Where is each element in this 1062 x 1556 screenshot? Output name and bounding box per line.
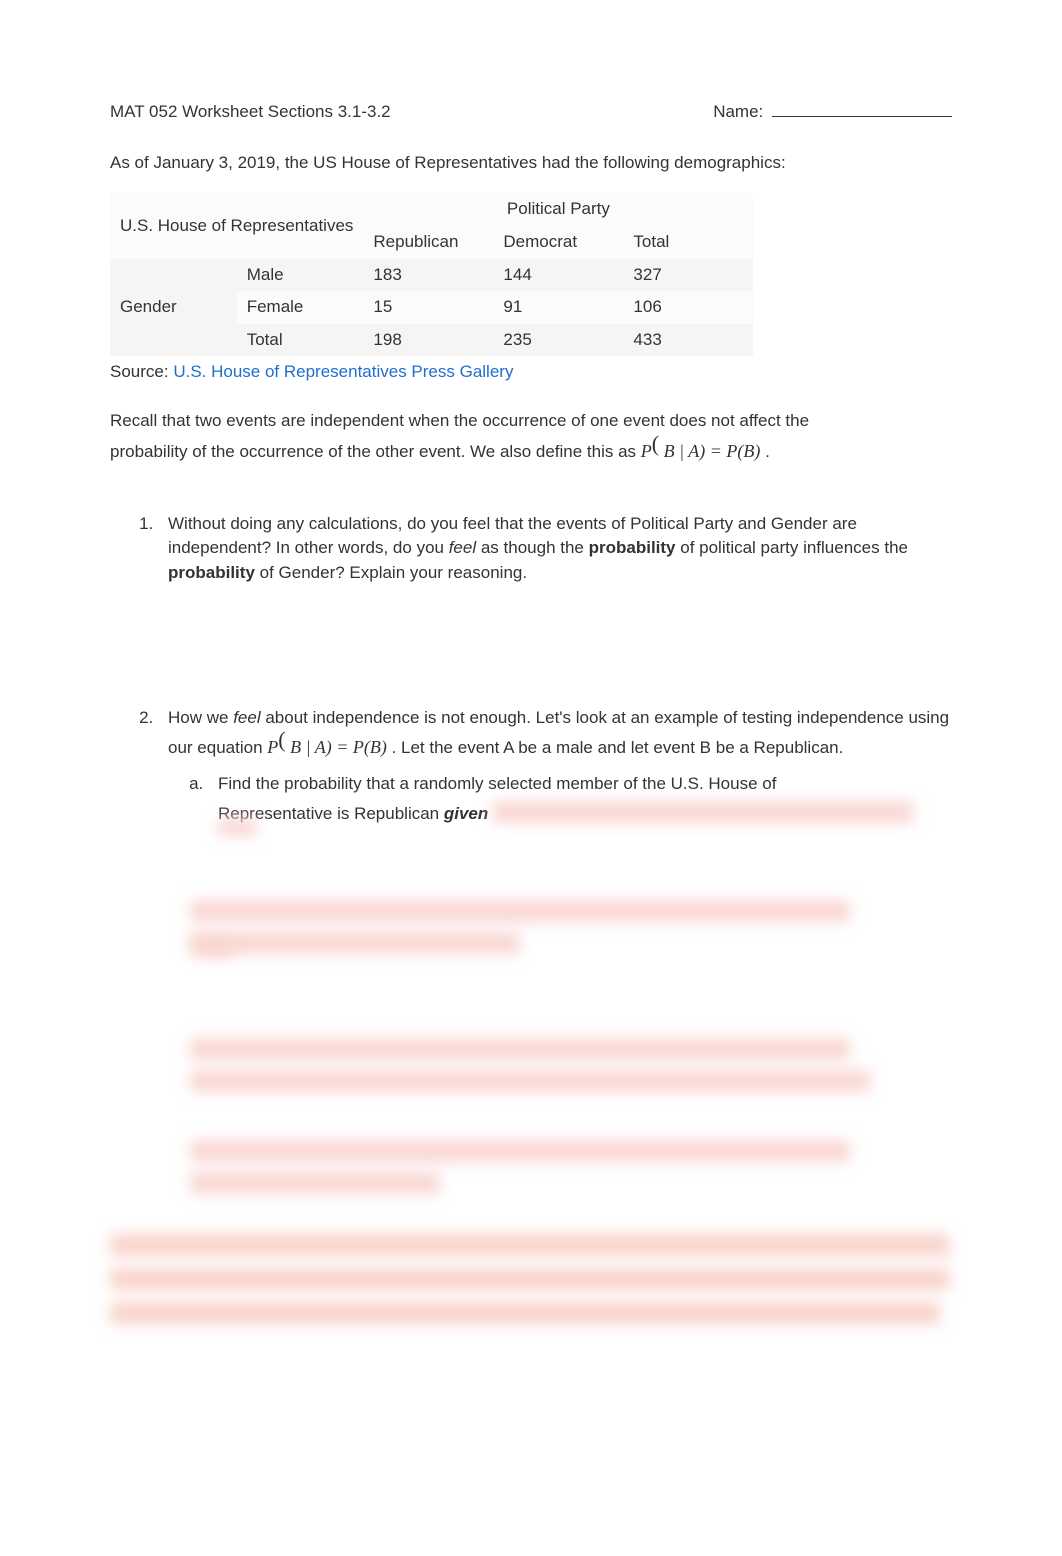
demographics-table: U.S. House of Representatives Political … (110, 193, 753, 356)
source-link[interactable]: U.S. House of Representatives Press Gall… (173, 362, 513, 381)
redacted-line (190, 1172, 440, 1194)
q2-text-a: How we (168, 708, 233, 727)
intro-paragraph: As of January 3, 2019, the US House of R… (110, 151, 952, 176)
course-title: MAT 052 Worksheet Sections 3.1-3.2 (110, 100, 391, 125)
redacted-line (190, 1140, 850, 1162)
cell-female-dem: 91 (493, 291, 623, 324)
recall-line2a: probability of the occurrence of the oth… (110, 442, 641, 461)
col-header-democrat: Democrat (493, 226, 623, 259)
worksheet-page: MAT 052 Worksheet Sections 3.1-3.2 Name:… (0, 0, 1062, 1416)
redacted-superscript (194, 938, 232, 956)
redacted-line (190, 1070, 870, 1092)
independence-formula-2: P( B | A) = P(B) (267, 737, 387, 757)
question-2-subparts: Find the probability that a randomly sel… (208, 772, 952, 1194)
redacted-superscript (218, 818, 256, 836)
row-label-total: Total (237, 324, 364, 357)
table-corner-label: U.S. House of Representatives (110, 193, 363, 258)
redacted-paragraph (110, 1234, 952, 1324)
cell-total-rep: 198 (363, 324, 493, 357)
redacted-line (110, 1302, 940, 1324)
cell-total-dem: 235 (493, 324, 623, 357)
q2-ital: feel (233, 708, 260, 727)
cell-male-total: 327 (623, 259, 753, 292)
page-header: MAT 052 Worksheet Sections 3.1-3.2 Name: (110, 100, 952, 125)
question-1: Without doing any calculations, do you f… (158, 512, 952, 586)
redacted-text (493, 801, 913, 823)
recall-line1: Recall that two events are independent w… (110, 411, 809, 430)
redacted-line (190, 1038, 850, 1060)
q1-ital: feel (449, 538, 476, 557)
col-header-republican: Republican (363, 226, 493, 259)
question-list: Without doing any calculations, do you f… (158, 512, 952, 1194)
independence-formula-1: P( B | A) = P(B) (641, 441, 761, 461)
q1-bold1: probability (589, 538, 676, 557)
row-group-gender: Gender (110, 259, 237, 357)
q2-text-c: . Let the event A be a male and let even… (392, 738, 844, 757)
cell-female-rep: 15 (363, 291, 493, 324)
row-label-male: Male (237, 259, 364, 292)
cell-male-rep: 183 (363, 259, 493, 292)
cell-female-total: 106 (623, 291, 753, 324)
recall-paragraph: Recall that two events are independent w… (110, 409, 952, 466)
recall-line2b: . (765, 442, 770, 461)
table-super-header: Political Party (363, 193, 753, 226)
table-source: Source: U.S. House of Representatives Pr… (110, 360, 952, 385)
source-prefix: Source: (110, 362, 173, 381)
q2a-given: given (444, 804, 488, 823)
redacted-line (110, 1268, 950, 1290)
question-2d-redacted (180, 1140, 952, 1194)
redacted-line (190, 932, 520, 954)
redacted-line (110, 1234, 950, 1256)
q1-text-c: of political party influences the (676, 538, 908, 557)
q1-text-b: as though the (476, 538, 588, 557)
name-blank-line[interactable] (772, 116, 952, 117)
question-2: How we feel about independence is not en… (158, 706, 952, 1194)
row-label-female: Female (237, 291, 364, 324)
redacted-line (190, 900, 850, 922)
q1-bold2: probability (168, 563, 255, 582)
question-2c-redacted (180, 1038, 952, 1092)
question-2a: Find the probability that a randomly sel… (208, 772, 952, 852)
cell-male-dem: 144 (493, 259, 623, 292)
q2a-line1: Find the probability that a randomly sel… (218, 774, 776, 793)
q1-text-d: of Gender? Explain your reasoning. (255, 563, 527, 582)
col-header-total: Total (623, 226, 753, 259)
cell-total-total: 433 (623, 324, 753, 357)
question-2b-redacted (180, 900, 952, 990)
name-label: Name: (713, 102, 763, 121)
name-field-wrapper: Name: (713, 100, 952, 125)
